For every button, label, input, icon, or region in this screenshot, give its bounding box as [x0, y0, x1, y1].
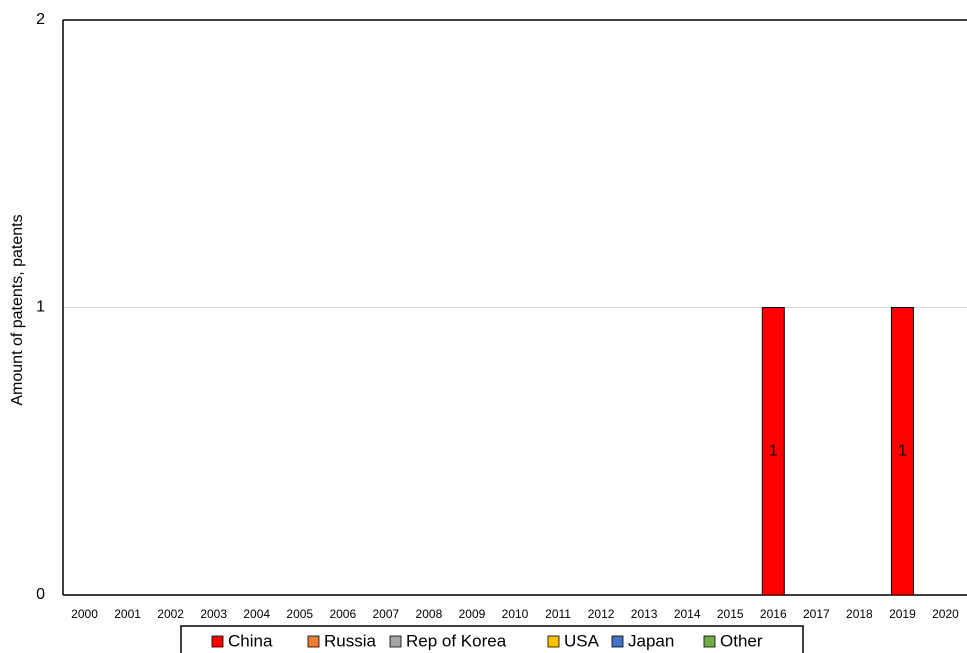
y-axis-label: Amount of patents, patents [9, 214, 26, 405]
x-tick-label: 2002 [157, 607, 184, 621]
bar-segment [761, 307, 785, 596]
x-tick-label: 2013 [631, 607, 658, 621]
legend-box [180, 625, 804, 653]
legend-label: Other [720, 631, 763, 650]
x-tick-label: 2014 [674, 607, 701, 621]
x-tick-label: 2001 [114, 607, 141, 621]
x-tick-label: 2004 [243, 607, 270, 621]
legend-label: Japan [628, 631, 674, 650]
x-tick-label: 2019 [889, 607, 916, 621]
legend-swatch [389, 635, 402, 648]
x-tick-label: 2017 [803, 607, 830, 621]
y-tick-label: 2 [36, 11, 45, 28]
x-tick-label: 2016 [760, 607, 787, 621]
x-tick-label: 2011 [545, 607, 571, 621]
x-tick-label: 2000 [71, 607, 98, 621]
legend-swatch [703, 635, 716, 648]
bar-segment [890, 307, 914, 596]
legend-swatch [611, 635, 624, 648]
x-tick-label: 2015 [717, 607, 744, 621]
x-tick-label: 2006 [329, 607, 356, 621]
data-label: 1 [898, 442, 907, 459]
x-tick-label: 2005 [286, 607, 313, 621]
legend-swatch [547, 635, 560, 648]
x-tick-label: 2008 [416, 607, 443, 621]
legend-label: Rep of Korea [406, 631, 507, 650]
x-tick-label: 2003 [200, 607, 227, 621]
data-label: 1 [769, 442, 778, 459]
x-tick-label: 2018 [846, 607, 873, 621]
x-tick-label: 2010 [502, 607, 529, 621]
x-tick-label: 2020 [932, 607, 959, 621]
legend-label: USA [564, 631, 600, 650]
y-tick-label: 1 [36, 299, 45, 316]
x-tick-label: 2012 [588, 607, 615, 621]
legend-swatch [307, 635, 320, 648]
x-tick-label: 2009 [459, 607, 486, 621]
legend-label: China [228, 631, 273, 650]
y-tick-label: 0 [36, 586, 45, 603]
legend-label: Russia [324, 631, 377, 650]
legend-swatch [211, 635, 224, 648]
x-tick-label: 2007 [373, 607, 400, 621]
